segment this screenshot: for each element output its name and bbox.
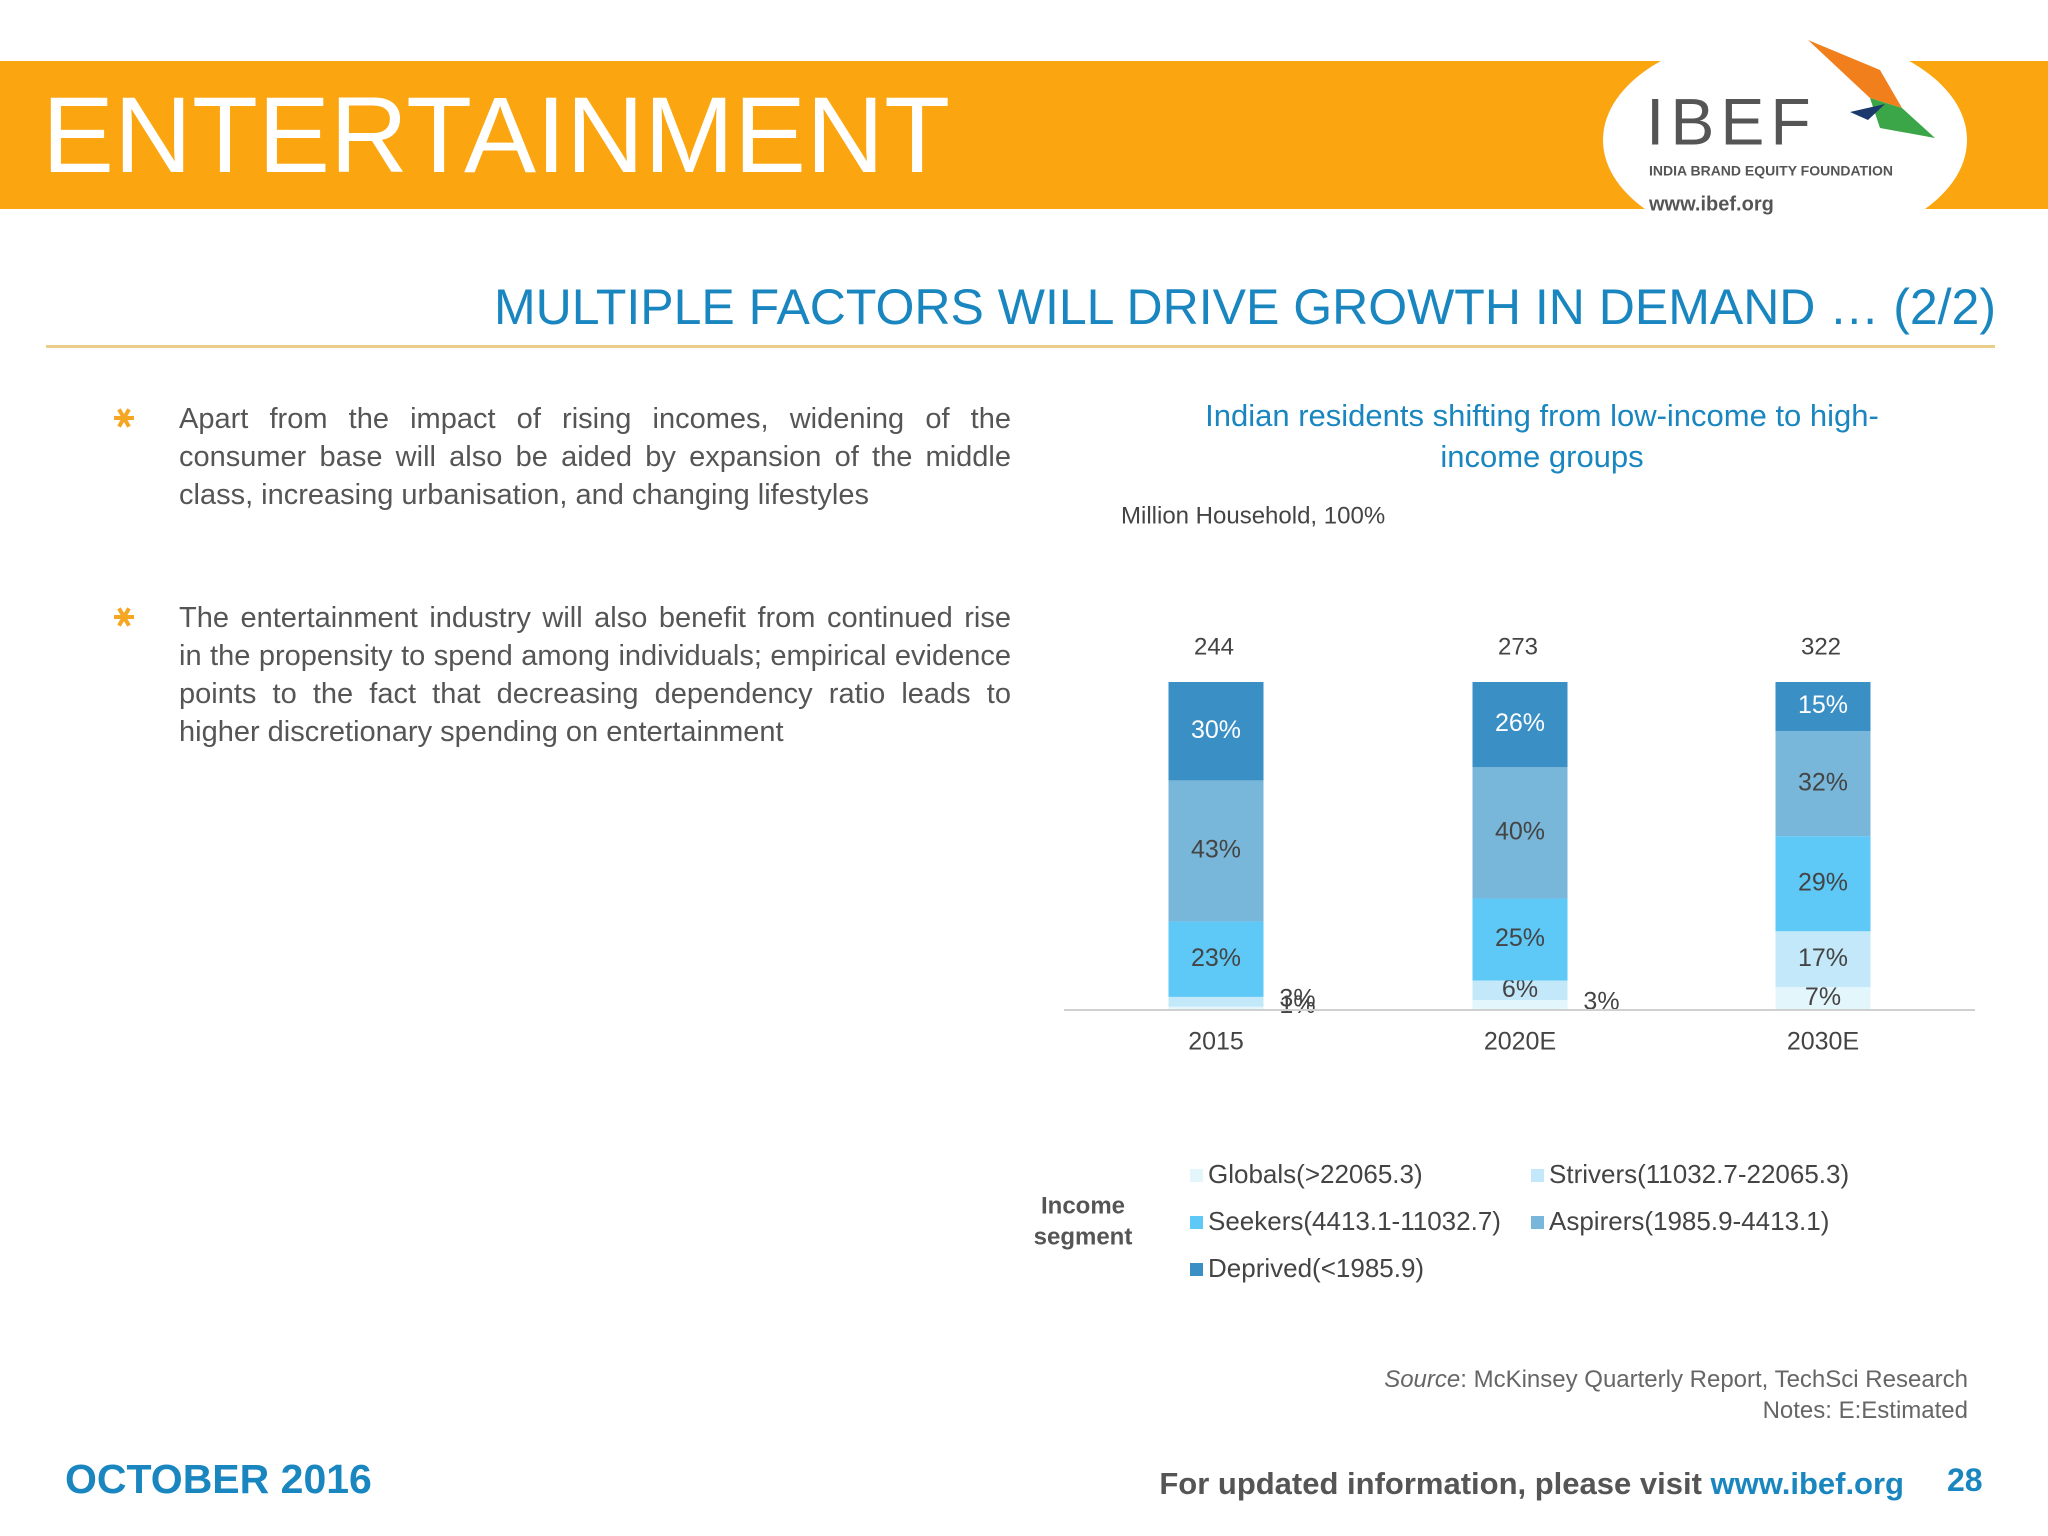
bar-segment [1472,767,1568,899]
x-tick-label: 2015 [1188,1028,1244,1056]
bar-segment [1472,682,1568,768]
bar-segment [1775,836,1871,932]
total-label: 273 [1498,633,1538,660]
data-label: 3% [1279,984,1315,1012]
logo-bird-blue [1850,104,1885,120]
notes: Notes: E:Estimated [1762,1397,1968,1424]
bar-segment [1775,682,1871,732]
bar-segment [1168,682,1264,781]
bullet-markers [114,408,134,627]
bar-segment [1775,987,1871,1010]
visit-text: For updated information, please visit [1159,1466,1702,1501]
logo-name: IBEF [1646,84,1817,158]
chart: Indian residents shifting from low-incom… [1034,398,1975,1283]
legend-title: Income [1041,1192,1125,1219]
chart-title: income groups [1440,439,1643,474]
logo-url: www.ibef.org [1648,193,1774,215]
data-label: 29% [1798,868,1848,896]
legend-swatch [1190,1169,1203,1182]
legend-label: Strivers(11032.7-22065.3) [1549,1159,1849,1189]
data-label: 40% [1495,817,1545,845]
footer-visit: For updated information, please visit ww… [1159,1466,1904,1502]
data-label: 3% [1583,988,1619,1016]
data-label: 26% [1495,709,1545,737]
legend-label: Deprived(<1985.9) [1208,1253,1424,1283]
total-label: 244 [1194,633,1234,660]
legend-swatch [1531,1169,1544,1182]
legend-label: Aspirers(1985.9-4413.1) [1549,1206,1829,1236]
source: Source: McKinsey Quarterly Report, TechS… [1384,1366,1968,1394]
bullet-star [117,408,131,428]
data-label: 17% [1798,944,1848,972]
logo-tagline: INDIA BRAND EQUITY FOUNDATION [1649,163,1893,179]
bar-segment [1472,1000,1568,1010]
footer-date: OCTOBER 2016 [65,1456,372,1502]
x-tick-label: 2020E [1484,1028,1556,1056]
data-label: 25% [1495,924,1545,952]
bar-segment [1472,898,1568,981]
x-tick-label: 2030E [1787,1028,1859,1056]
logo-bird-green [1870,98,1935,138]
bar-segment [1472,980,1568,1001]
data-label: 15% [1798,691,1848,719]
logo-bird-orange [1808,40,1902,108]
page-title: ENTERTAINMENT [42,74,951,195]
bar-segment [1168,921,1264,997]
bar-segment [1168,996,1264,1007]
legend-label: Seekers(4413.1-11032.7) [1208,1206,1501,1236]
data-label: 43% [1191,836,1241,864]
legend-title: segment [1034,1223,1133,1250]
data-label: 23% [1191,944,1241,972]
subtitle: MULTIPLE FACTORS WILL DRIVE GROWTH IN DE… [493,279,1996,335]
data-label: 32% [1798,768,1848,796]
legend-swatch [1190,1263,1203,1276]
data-label: 7% [1805,983,1841,1011]
visit-url: www.ibef.org [1710,1466,1904,1501]
bar-segment [1168,1006,1264,1010]
data-label: 30% [1191,716,1241,744]
bar-segment [1168,780,1264,922]
legend-swatch [1531,1216,1544,1229]
bullet-star [117,607,131,627]
source-text: : McKinsey Quarterly Report, TechSci Res… [1460,1366,1968,1393]
unit-label: Million Household, 100% [1121,502,1385,529]
legend-swatch [1190,1216,1203,1229]
bullet-text: The entertainment industry will also ben… [179,602,1011,748]
data-label: 1% [1279,991,1315,1019]
source-label: Source [1384,1366,1461,1393]
bar-segment [1775,731,1871,837]
chart-title: Indian residents shifting from low-incom… [1205,398,1879,433]
bullet-text: Apart from the impact of rising incomes,… [179,403,1011,511]
page-number: 28 [1947,1462,1983,1498]
total-label: 322 [1801,633,1841,660]
divider [46,345,1995,348]
legend-label: Globals(>22065.3) [1208,1159,1423,1189]
bar-segment [1775,931,1871,988]
